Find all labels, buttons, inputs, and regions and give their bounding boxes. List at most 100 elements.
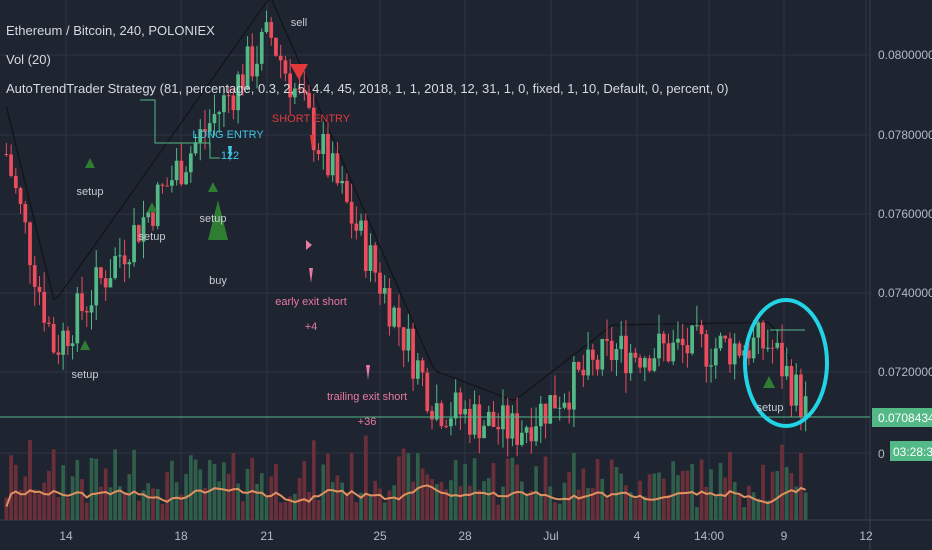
candle-body bbox=[283, 60, 288, 74]
candle-body bbox=[633, 352, 638, 358]
candle-body bbox=[236, 74, 240, 111]
volume-bar bbox=[397, 456, 401, 520]
candle-body bbox=[458, 392, 463, 415]
time-tick: 28 bbox=[458, 529, 472, 543]
volume-bar bbox=[179, 494, 184, 520]
candle-body bbox=[704, 334, 709, 367]
candle-body bbox=[354, 223, 359, 231]
volume-bar bbox=[732, 481, 737, 520]
candle-body bbox=[425, 372, 430, 411]
volume-ma-line bbox=[5, 484, 806, 507]
setup-marker bbox=[80, 340, 90, 350]
short-entry-label: SHORT ENTRY bbox=[272, 113, 351, 125]
candle-body bbox=[732, 343, 737, 365]
volume-bar bbox=[784, 467, 789, 520]
candle-body bbox=[363, 220, 368, 271]
volume-bar bbox=[151, 488, 155, 520]
volume-bar bbox=[642, 496, 647, 520]
volume-bar bbox=[780, 444, 784, 520]
candle-body bbox=[718, 335, 723, 349]
volume-bar bbox=[382, 502, 387, 520]
volume-bar bbox=[794, 486, 799, 520]
candle-body bbox=[13, 175, 18, 189]
candle-body bbox=[543, 403, 548, 424]
volume-bar bbox=[359, 492, 363, 520]
volume-bar bbox=[65, 497, 70, 520]
countdown-badge bbox=[890, 441, 932, 461]
candle-body bbox=[255, 63, 259, 77]
candle-body bbox=[406, 328, 411, 351]
candle-body bbox=[113, 256, 118, 279]
volume-bar bbox=[458, 486, 463, 520]
candles bbox=[4, 10, 808, 457]
candle-body bbox=[330, 153, 335, 176]
volume-bar bbox=[127, 474, 132, 520]
candle-body bbox=[155, 184, 160, 227]
volume-bar bbox=[255, 483, 259, 520]
volume-bar bbox=[434, 484, 439, 520]
candle-body bbox=[89, 305, 94, 313]
candle-body bbox=[212, 114, 217, 124]
candle-body bbox=[411, 328, 415, 379]
setup-markers bbox=[80, 158, 775, 388]
candle-body bbox=[349, 201, 354, 224]
volume-bar bbox=[557, 503, 562, 520]
candle-body bbox=[184, 172, 188, 185]
candle-body bbox=[520, 432, 524, 445]
volume-bar bbox=[742, 507, 747, 520]
volume-bar bbox=[316, 500, 321, 520]
candle-body bbox=[789, 365, 794, 406]
candle-body bbox=[524, 427, 529, 433]
candle-body bbox=[84, 311, 89, 313]
volume-bar bbox=[581, 468, 586, 520]
candle-body bbox=[217, 112, 222, 115]
volume-bar bbox=[425, 474, 430, 520]
volume-bar bbox=[799, 452, 803, 520]
candle-body bbox=[373, 245, 378, 273]
volume-bar bbox=[600, 478, 605, 520]
candle-body bbox=[548, 395, 553, 424]
candle-body bbox=[439, 403, 444, 427]
volume-bar bbox=[118, 486, 122, 520]
volume-bar bbox=[590, 487, 595, 520]
volume-bar bbox=[486, 478, 491, 520]
volume-bar bbox=[203, 487, 207, 520]
candle-body bbox=[699, 325, 704, 335]
long-entry-arrow bbox=[228, 146, 232, 162]
setup-label: setup bbox=[139, 231, 166, 243]
volume-bar bbox=[415, 453, 420, 520]
volume-bar bbox=[685, 470, 690, 520]
candle-body bbox=[647, 358, 652, 371]
time-tick: 4 bbox=[634, 529, 641, 543]
volume-bar bbox=[75, 459, 80, 520]
candle-body bbox=[368, 245, 373, 271]
candle-body bbox=[609, 340, 614, 361]
volume-bar bbox=[803, 492, 808, 520]
candle-body bbox=[378, 272, 382, 294]
volume-bar bbox=[647, 474, 652, 520]
volume-bar bbox=[283, 501, 288, 520]
volume-bar bbox=[70, 476, 75, 520]
time-axis[interactable]: 14 18 21 25 28 Jul 4 14:00 9 12 bbox=[59, 529, 873, 543]
candle-body bbox=[553, 395, 557, 409]
volume-bar bbox=[103, 468, 108, 520]
candle-body bbox=[108, 278, 113, 288]
candle-body bbox=[297, 88, 302, 90]
sell-marker bbox=[290, 64, 308, 80]
volume-bar bbox=[472, 458, 477, 520]
volume-bar bbox=[704, 486, 709, 520]
candle-body bbox=[723, 335, 728, 339]
candle-body bbox=[345, 180, 349, 202]
volume-bar bbox=[680, 470, 685, 520]
candle-body bbox=[449, 418, 453, 427]
candle-body bbox=[37, 286, 42, 292]
volume-bar bbox=[278, 502, 283, 520]
moving-average-line bbox=[5, 0, 807, 401]
volume-bar bbox=[61, 465, 65, 520]
candle-body bbox=[515, 413, 520, 445]
volume-bar bbox=[553, 502, 557, 520]
